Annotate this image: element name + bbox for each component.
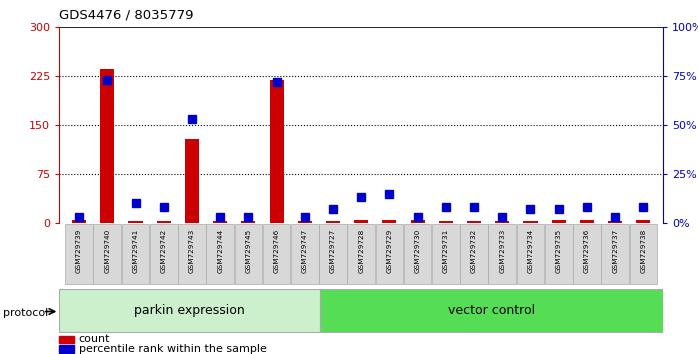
- FancyBboxPatch shape: [121, 224, 149, 284]
- Bar: [59, 336, 75, 343]
- Text: GSM729737: GSM729737: [612, 229, 618, 273]
- Text: GSM729745: GSM729745: [246, 229, 251, 273]
- FancyBboxPatch shape: [432, 224, 460, 284]
- Bar: [72, 220, 86, 223]
- Bar: [383, 221, 396, 223]
- FancyBboxPatch shape: [262, 224, 290, 284]
- Bar: [495, 221, 510, 223]
- FancyBboxPatch shape: [150, 224, 177, 284]
- Bar: [580, 221, 594, 223]
- Bar: [439, 221, 453, 223]
- Bar: [185, 139, 199, 223]
- FancyBboxPatch shape: [348, 224, 375, 284]
- FancyBboxPatch shape: [573, 224, 601, 284]
- FancyBboxPatch shape: [460, 224, 488, 284]
- Bar: [354, 221, 369, 223]
- Bar: [637, 221, 651, 223]
- Text: GSM729742: GSM729742: [161, 229, 167, 273]
- Text: parkin expression: parkin expression: [135, 304, 245, 317]
- FancyBboxPatch shape: [94, 224, 121, 284]
- Text: percentile rank within the sample: percentile rank within the sample: [79, 344, 267, 354]
- FancyBboxPatch shape: [630, 224, 657, 284]
- Text: GSM729730: GSM729730: [415, 229, 421, 273]
- Text: GSM729728: GSM729728: [358, 229, 364, 273]
- Bar: [156, 221, 171, 223]
- Text: GSM729736: GSM729736: [584, 229, 590, 273]
- Text: GSM729743: GSM729743: [189, 229, 195, 273]
- Text: GSM729735: GSM729735: [556, 229, 562, 273]
- FancyBboxPatch shape: [517, 224, 544, 284]
- Bar: [326, 221, 340, 223]
- FancyBboxPatch shape: [319, 224, 347, 284]
- Bar: [524, 221, 537, 223]
- Text: GSM729747: GSM729747: [302, 229, 308, 273]
- FancyBboxPatch shape: [376, 224, 403, 284]
- FancyBboxPatch shape: [404, 224, 431, 284]
- Text: GSM729731: GSM729731: [443, 229, 449, 273]
- Text: GSM729733: GSM729733: [499, 229, 505, 273]
- Text: GSM729746: GSM729746: [274, 229, 280, 273]
- Text: GSM729738: GSM729738: [640, 229, 646, 273]
- Text: GSM729732: GSM729732: [471, 229, 477, 273]
- FancyBboxPatch shape: [66, 224, 93, 284]
- Bar: [59, 345, 75, 353]
- Text: GSM729740: GSM729740: [104, 229, 110, 273]
- FancyBboxPatch shape: [207, 224, 234, 284]
- FancyBboxPatch shape: [291, 224, 318, 284]
- Bar: [128, 221, 142, 223]
- Bar: [608, 221, 622, 223]
- Text: GSM729734: GSM729734: [528, 229, 533, 273]
- Text: GDS4476 / 8035779: GDS4476 / 8035779: [59, 9, 194, 22]
- Bar: [467, 221, 481, 223]
- Bar: [410, 221, 424, 223]
- Text: GSM729729: GSM729729: [387, 229, 392, 273]
- Text: GSM729739: GSM729739: [76, 229, 82, 273]
- FancyBboxPatch shape: [178, 224, 206, 284]
- FancyBboxPatch shape: [59, 290, 320, 332]
- Text: protocol: protocol: [3, 308, 49, 318]
- FancyBboxPatch shape: [320, 290, 663, 332]
- Bar: [298, 221, 312, 223]
- Text: GSM729727: GSM729727: [330, 229, 336, 273]
- FancyBboxPatch shape: [602, 224, 629, 284]
- FancyBboxPatch shape: [489, 224, 516, 284]
- Text: GSM729744: GSM729744: [217, 229, 223, 273]
- Text: vector control: vector control: [448, 304, 535, 317]
- Bar: [213, 221, 228, 223]
- FancyBboxPatch shape: [545, 224, 572, 284]
- Bar: [551, 220, 566, 223]
- Bar: [242, 221, 255, 223]
- Text: count: count: [79, 334, 110, 344]
- Bar: [101, 69, 114, 223]
- Bar: [269, 80, 283, 223]
- Text: GSM729741: GSM729741: [133, 229, 138, 273]
- FancyBboxPatch shape: [235, 224, 262, 284]
